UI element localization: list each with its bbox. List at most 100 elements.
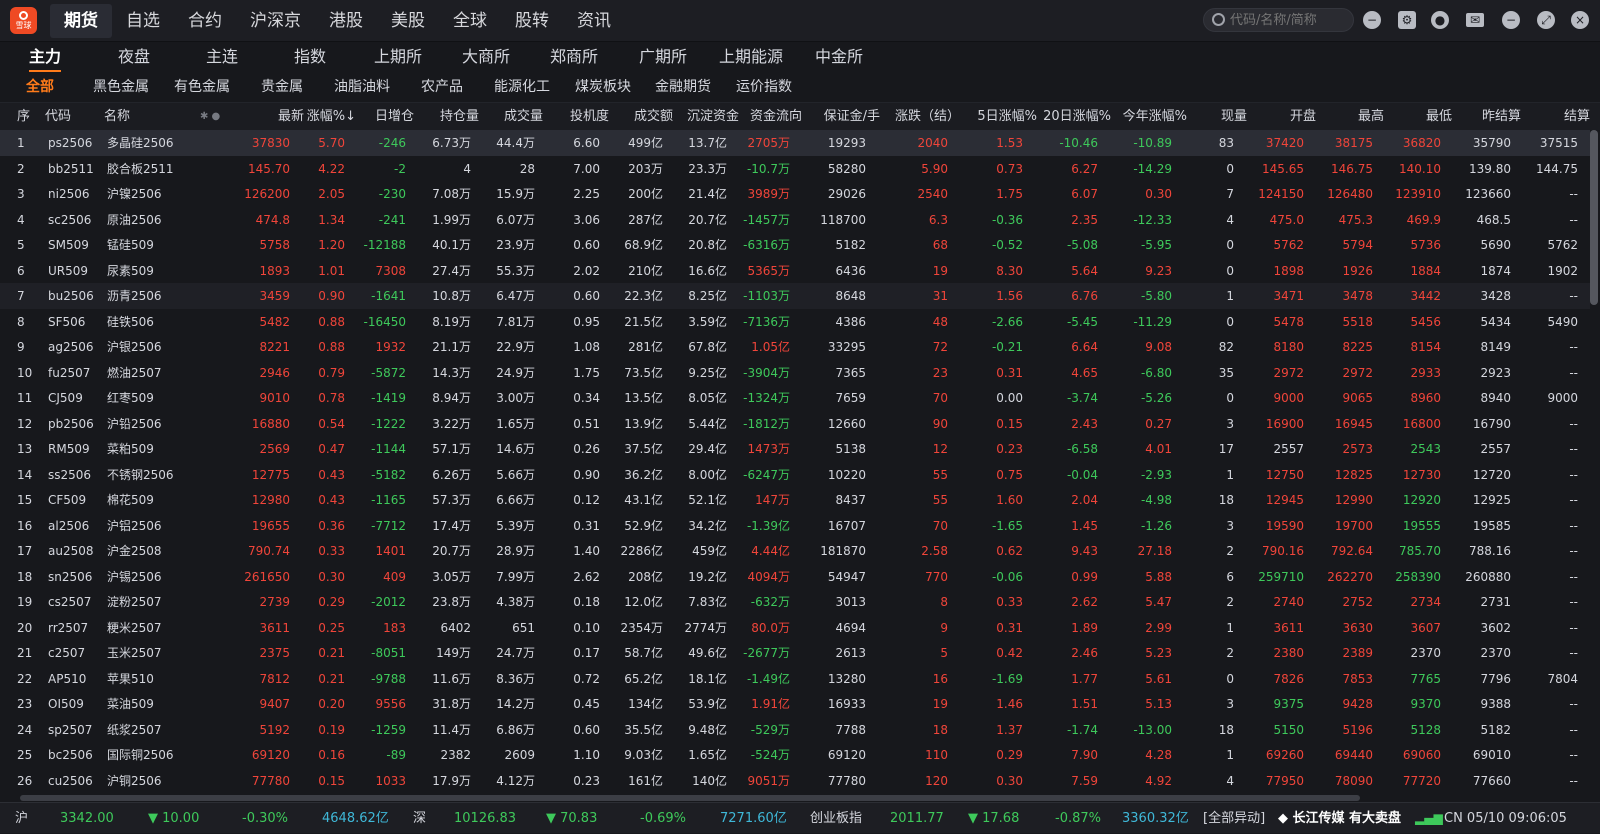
table-row[interactable]: 4 sc2506 原油2506 474.8 1.34 -241 1.99万 6.07万 3.06… bbox=[0, 207, 1590, 233]
col-speculation-header[interactable]: 投机度 bbox=[569, 109, 609, 124]
main-nav-tab[interactable]: 合约 bbox=[188, 11, 222, 31]
alert-text[interactable]: ◆ 长江传媒 有大卖盘 bbox=[1278, 811, 1402, 826]
exchange-tab[interactable]: 中金所 bbox=[814, 47, 864, 66]
close-icon[interactable]: × bbox=[1571, 11, 1589, 29]
table-row[interactable]: 13 RM509 菜粕509 2569 0.47 -1144 57.1万 14.6万 0.26 3… bbox=[0, 436, 1590, 462]
col-ytd-pct-header[interactable]: 今年涨幅% bbox=[1122, 109, 1187, 124]
table-row[interactable]: 7 bu2506 沥青2506 3459 0.90 -1641 10.8万 6.47万 0.60… bbox=[0, 283, 1590, 309]
maximize-icon[interactable]: ⤢ bbox=[1537, 11, 1555, 29]
col-low-header[interactable]: 最低 bbox=[1425, 109, 1452, 124]
app-logo[interactable]: 雪球 bbox=[10, 7, 37, 34]
col-seq-header[interactable]: 序 bbox=[17, 109, 31, 124]
table-row[interactable]: 24 sp2507 纸浆2507 5192 0.19 -1259 11.4万 6.86万 0.6… bbox=[0, 717, 1590, 743]
main-nav-tab[interactable]: 期货 bbox=[50, 4, 112, 38]
col-change-pct-header[interactable]: 涨幅%↓ bbox=[306, 109, 356, 124]
category-tab[interactable]: 金融期货 bbox=[655, 79, 711, 95]
col-settled-funds-cell: 2774万 bbox=[684, 620, 727, 635]
col-turnover-header[interactable]: 成交额 bbox=[633, 109, 673, 124]
main-nav-tab[interactable]: 港股 bbox=[329, 11, 363, 31]
table-row[interactable]: 22 AP510 苹果510 7812 0.21 -9788 11.6万 8.36万 0.72 6… bbox=[0, 666, 1590, 692]
exchange-tab[interactable]: 大商所 bbox=[461, 47, 511, 66]
sh-index-label[interactable]: 沪 bbox=[15, 811, 29, 826]
col-settle-cell: -- bbox=[1569, 187, 1578, 201]
table-row[interactable]: 19 cs2507 淀粉2507 2739 0.29 -2012 23.8万 4.38万 0.1… bbox=[0, 589, 1590, 615]
vertical-scrollbar[interactable] bbox=[1590, 130, 1598, 305]
table-row[interactable]: 20 rr2507 粳米2507 3611 0.25 183 6402 651 0.10 2354… bbox=[0, 615, 1590, 641]
table-row[interactable]: 10 fu2507 燃油2507 2946 0.79 -5872 14.3万 24.9万 1.7… bbox=[0, 360, 1590, 386]
category-tab[interactable]: 能源化工 bbox=[494, 79, 550, 95]
category-tab[interactable]: 农产品 bbox=[421, 79, 463, 95]
category-tab[interactable]: 全部 bbox=[26, 79, 54, 95]
col-code-header[interactable]: 代码 bbox=[45, 109, 72, 124]
category-tab[interactable]: 油脂油料 bbox=[334, 79, 390, 95]
table-row[interactable]: 25 bc2506 国际铜2506 69120 0.16 -89 2382 2609 1.10 9… bbox=[0, 742, 1590, 768]
table-row[interactable]: 12 pb2506 沪铅2506 16880 0.54 -1222 3.22万 1.65万 0.… bbox=[0, 411, 1590, 437]
col-settled-funds-header[interactable]: 沉淀资金 bbox=[686, 109, 739, 124]
table-row[interactable]: 14 ss2506 不锈钢2506 12775 0.43 -5182 6.26万 5.66万 0… bbox=[0, 462, 1590, 488]
exchange-tab[interactable]: 郑商所 bbox=[549, 47, 599, 66]
category-tab[interactable]: 黑色金属 bbox=[93, 79, 149, 95]
col-20d-pct-header[interactable]: 20日涨幅% bbox=[1043, 109, 1111, 124]
exchange-tab[interactable]: 广期所 bbox=[638, 47, 688, 66]
col-open-interest-header[interactable]: 持仓量 bbox=[439, 109, 479, 124]
main-nav-tab[interactable]: 美股 bbox=[391, 11, 425, 31]
search-box[interactable] bbox=[1203, 8, 1354, 32]
horizontal-scrollbar[interactable] bbox=[20, 795, 1360, 801]
table-row[interactable]: 9 ag2506 沪银2506 8221 0.88 1932 21.1万 22.9万 1.08 2… bbox=[0, 334, 1590, 360]
table-row[interactable]: 2 bb2511 胶合板2511 145.70 4.22 -2 4 28 7.00 203万 23.… bbox=[0, 156, 1590, 182]
cy-index-label[interactable]: 创业板指 bbox=[810, 811, 863, 826]
minus-circle-icon[interactable]: − bbox=[1363, 11, 1381, 29]
exchange-tab[interactable]: 上期所 bbox=[373, 47, 423, 66]
col-fund-flow-header[interactable]: 资金流向 bbox=[749, 109, 802, 124]
main-nav-tab[interactable]: 全球 bbox=[453, 11, 487, 31]
table-row[interactable]: 5 SM509 锰硅509 5758 1.20 -12188 40.1万 23.9万 0.60 6… bbox=[0, 232, 1590, 258]
category-tab[interactable]: 煤炭板块 bbox=[575, 79, 631, 95]
category-tab[interactable]: 贵金属 bbox=[261, 79, 303, 95]
table-row[interactable]: 11 CJ509 红枣509 9010 0.78 -1419 8.94万 3.00万 0.34 1… bbox=[0, 385, 1590, 411]
col-high-header[interactable]: 最高 bbox=[1357, 109, 1384, 124]
category-tab[interactable]: 运价指数 bbox=[736, 79, 792, 95]
table-row[interactable]: 3 ni2506 沪镍2506 126200 2.05 -230 7.08万 15.9万 2.2… bbox=[0, 181, 1590, 207]
table-row[interactable]: 26 cu2506 沪铜2506 77780 0.15 1033 17.9万 4.12万 0.2… bbox=[0, 768, 1590, 794]
table-row[interactable]: 8 SF506 硅铁506 5482 0.88 -16450 8.19万 7.81万 0.95 2… bbox=[0, 309, 1590, 335]
main-nav-tab[interactable]: 股转 bbox=[515, 11, 549, 31]
exchange-tab[interactable]: 指数 bbox=[293, 47, 327, 66]
col-volume-header[interactable]: 成交量 bbox=[503, 109, 543, 124]
col-ytd-pct-cell: -5.26 bbox=[1140, 391, 1172, 405]
exchange-tab[interactable]: 主力 bbox=[28, 42, 62, 72]
col-5d-pct-header[interactable]: 5日涨幅% bbox=[977, 109, 1037, 124]
table-row[interactable]: 18 sn2506 沪锡2506 261650 0.30 409 3.05万 7.99万 2.6… bbox=[0, 564, 1590, 590]
col-change-settle-header[interactable]: 涨跌（结） bbox=[894, 109, 960, 124]
table-row[interactable]: 21 c2507 玉米2507 2375 0.21 -8051 149万 24.7万 0.17 5… bbox=[0, 640, 1590, 666]
column-settings-icon[interactable]: ✱ ● bbox=[200, 111, 221, 122]
col-settle-header[interactable]: 结算 bbox=[1563, 109, 1590, 124]
col-last-header[interactable]: 最新 bbox=[277, 109, 304, 124]
col-daily-oi-change-header[interactable]: 日增仓 bbox=[374, 109, 414, 124]
col-open-header[interactable]: 开盘 bbox=[1289, 109, 1316, 124]
exchange-tab[interactable]: 上期能源 bbox=[718, 47, 784, 66]
table-row[interactable]: 16 al2506 沪铝2506 19655 0.36 -7712 17.4万 5.39万 0.… bbox=[0, 513, 1590, 539]
exchange-tab[interactable]: 夜盘 bbox=[117, 47, 151, 66]
sz-index-label[interactable]: 深 bbox=[413, 811, 427, 826]
gear-icon[interactable]: ⚙ bbox=[1398, 11, 1416, 29]
search-input[interactable] bbox=[1230, 11, 1350, 29]
table-row[interactable]: 17 au2508 沪金2508 790.74 0.33 1401 20.7万 28.9万 1.… bbox=[0, 538, 1590, 564]
exchange-tab[interactable]: 主连 bbox=[205, 47, 239, 66]
main-nav-tab[interactable]: 资讯 bbox=[577, 11, 611, 31]
table-row[interactable]: 23 OI509 菜油509 9407 0.20 9556 31.8万 14.2万 0.45 13… bbox=[0, 691, 1590, 717]
alert-tag[interactable]: [全部异动] bbox=[1203, 811, 1266, 826]
table-row[interactable]: 1 ps2506 多晶硅2506 37830 5.70 -246 6.73万 44.4万 6.6… bbox=[0, 130, 1590, 156]
table-row[interactable]: 15 CF509 棉花509 12980 0.43 -1165 57.3万 6.66万 0.12… bbox=[0, 487, 1590, 513]
col-margin-header[interactable]: 保证金/手 bbox=[823, 109, 880, 124]
mail-icon[interactable]: ✉ bbox=[1466, 13, 1484, 27]
signal-icon[interactable]: ▂▄▆ bbox=[1415, 811, 1443, 825]
col-name-header[interactable]: 名称 bbox=[104, 109, 131, 124]
category-tab[interactable]: 有色金属 bbox=[174, 79, 230, 95]
minimize-icon[interactable]: − bbox=[1502, 11, 1520, 29]
main-nav-tab[interactable]: 沪深京 bbox=[250, 11, 301, 31]
col-prev-settle-header[interactable]: 昨结算 bbox=[1481, 109, 1521, 124]
col-last-vol-header[interactable]: 现量 bbox=[1220, 109, 1247, 124]
main-nav-tab[interactable]: 自选 bbox=[126, 11, 160, 31]
table-row[interactable]: 6 UR509 尿素509 1893 1.01 7308 27.4万 55.3万 2.02 210… bbox=[0, 258, 1590, 284]
user-icon[interactable]: ● bbox=[1431, 11, 1449, 29]
